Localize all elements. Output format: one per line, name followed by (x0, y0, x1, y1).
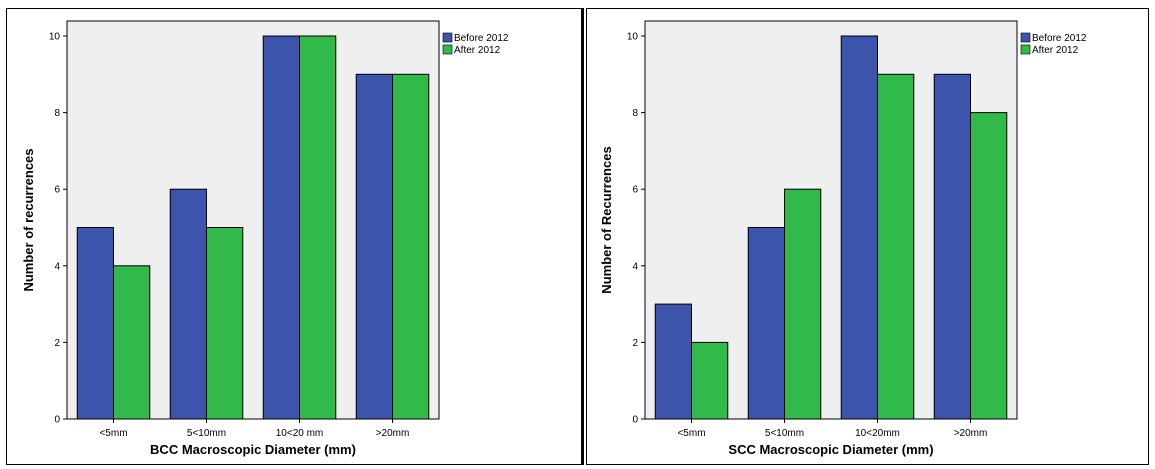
bcc-chart-panel: 0 2 4 6 8 10 <5mm 5<10mm 10<20 mm >20mm BCC Macros… (6, 8, 584, 465)
bcc-legend-swatch-before (442, 32, 453, 43)
scc-bar-before-3 (933, 73, 972, 420)
scc-legend-swatch-before (1020, 32, 1031, 43)
scc-y-tick-label: 0 (632, 415, 638, 426)
scc-y-tick-label: 8 (632, 108, 638, 119)
bcc-y-tick-label: 4 (54, 261, 60, 272)
bcc-recurrence-chart: 0 2 4 6 8 10 <5mm 5<10mm 10<20 mm >20mm BCC Macros… (21, 20, 509, 457)
scc-legend-label-before: Before 2012 (1032, 33, 1087, 44)
bcc-bar-before-0 (76, 227, 115, 420)
scc-y-tick-label: 10 (627, 32, 639, 43)
scc-bar-before-1 (747, 227, 785, 420)
bcc-bar-after-0 (113, 265, 151, 420)
scc-bar-after-0 (691, 341, 729, 420)
scc-bar-after-3 (970, 112, 1008, 420)
scc-y-tick-label: 4 (632, 261, 638, 272)
scc-bar-before-0 (654, 303, 693, 420)
bcc-bar-before-1 (169, 188, 207, 420)
scc-x-tick-label: 5<10mm (765, 428, 804, 439)
bcc-x-tick-label: 5<10mm (187, 428, 226, 439)
scc-y-axis-title: Number of Recurrences (599, 146, 614, 293)
scc-recurrence-chart: 0 2 4 6 8 10 <5mm 5<10mm 10<20mm >20mm SCC Macrosc… (599, 20, 1087, 457)
scc-x-tick-label: <5mm (677, 428, 705, 439)
scc-y-tick-label: 6 (632, 185, 638, 196)
scc-x-tick-label: 10<20mm (855, 428, 900, 439)
bcc-y-tick-label: 8 (54, 108, 60, 119)
bcc-y-tick-label: 6 (54, 185, 60, 196)
bcc-y-tick-label: 0 (54, 415, 60, 426)
bcc-x-tick-label: 10<20 mm (276, 428, 324, 439)
scc-bar-after-2 (877, 73, 915, 420)
bcc-legend-swatch-after (442, 44, 453, 55)
bcc-bar-after-2 (299, 35, 337, 420)
bcc-legend-label-before: Before 2012 (454, 33, 509, 44)
bcc-bar-before-2 (262, 35, 301, 420)
bcc-x-tick-label: <5mm (99, 428, 127, 439)
scc-bar-before-2 (840, 35, 878, 420)
bcc-y-axis-title: Number of recurrences (21, 148, 36, 291)
scc-bar-after-1 (784, 188, 822, 420)
scc-legend-swatch-after (1020, 44, 1031, 55)
bcc-bar-after-1 (206, 227, 244, 420)
scc-x-axis-title: SCC Macroscopic Diameter (mm) (728, 442, 933, 457)
scc-x-tick-label: >20mm (954, 428, 988, 439)
bcc-legend-label-after: After 2012 (454, 45, 501, 56)
bcc-y-tick-label: 2 (54, 338, 60, 349)
bcc-bar-before-3 (355, 73, 394, 420)
bcc-bar-after-3 (392, 73, 430, 420)
scc-chart-panel: 0 2 4 6 8 10 <5mm 5<10mm 10<20mm >20mm SCC Macrosc… (586, 8, 1149, 465)
scc-y-tick-label: 2 (632, 338, 638, 349)
bcc-x-tick-label: >20mm (376, 428, 410, 439)
bcc-x-axis-title: BCC Macroscopic Diameter (mm) (150, 442, 356, 457)
scc-legend-label-after: After 2012 (1032, 45, 1079, 56)
bcc-y-tick-label: 10 (49, 32, 61, 43)
